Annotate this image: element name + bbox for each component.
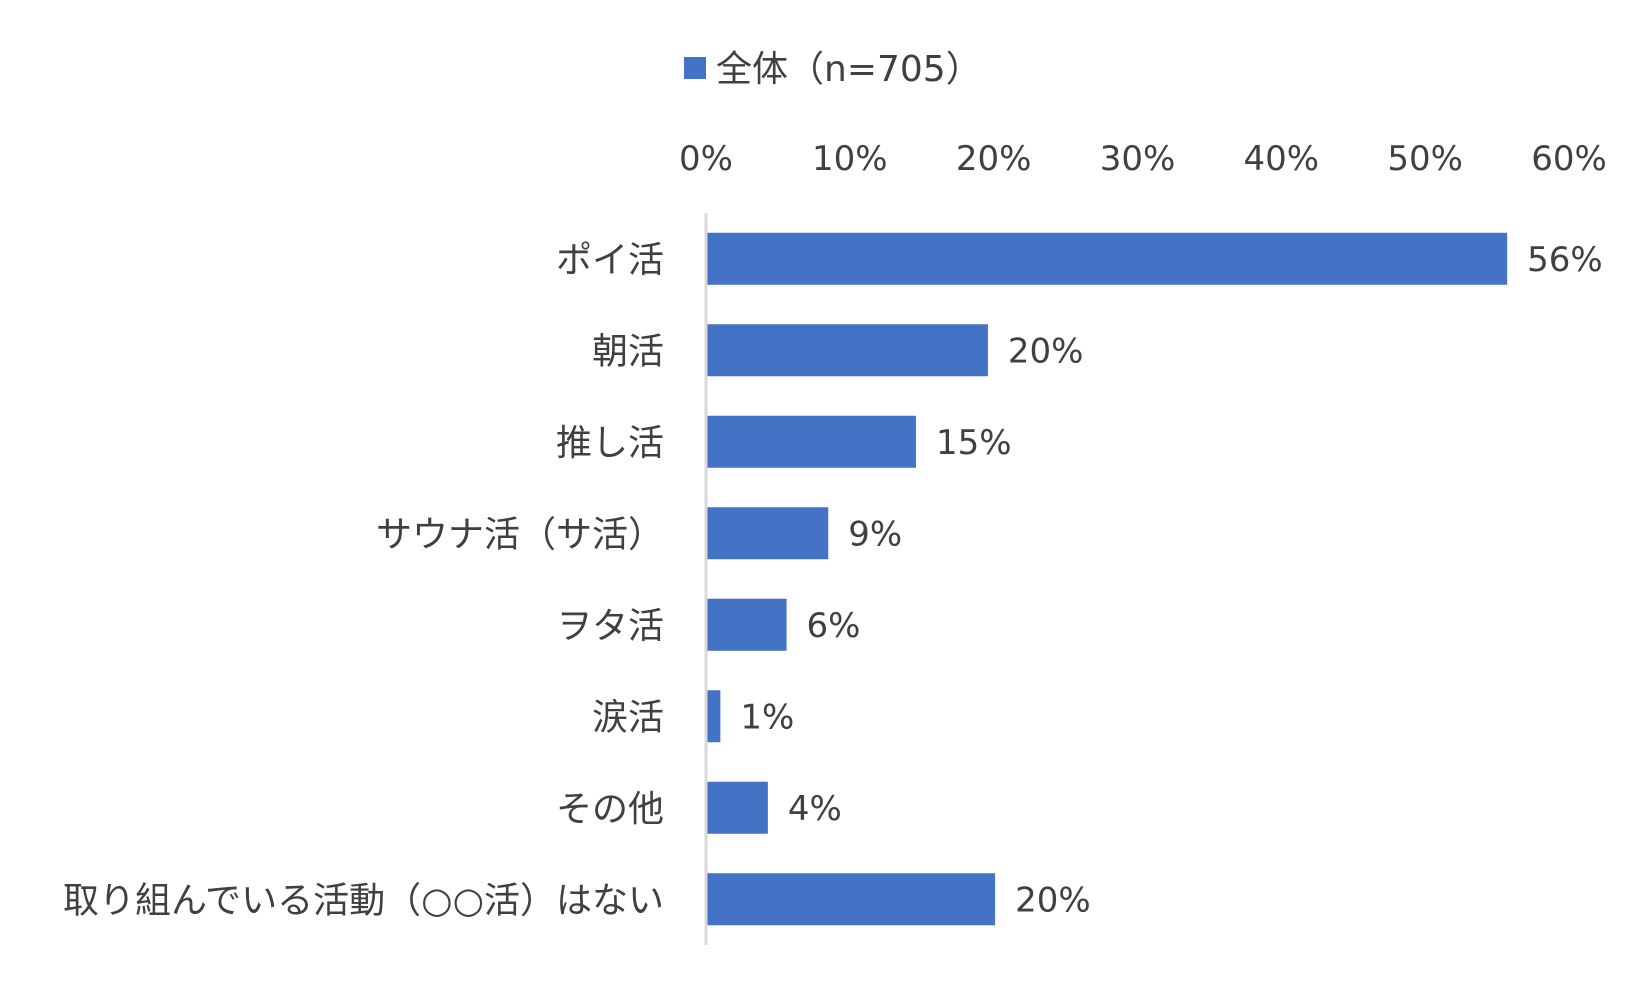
legend: 全体（n=705） [684,49,982,90]
x-tick-label: 30% [1100,139,1176,179]
data-label: 1% [740,697,794,737]
bar [707,598,787,651]
category-label: その他 [556,789,664,830]
category-label: 朝活 [592,331,664,372]
category-label: ポイ活 [556,240,664,281]
bar [707,781,768,834]
x-tick-label: 60% [1531,139,1607,179]
x-tick-label: 50% [1387,139,1463,179]
category-label: サウナ活（サ活） [376,514,664,555]
x-axis: 0% 10% 20% 30% 40% 50% 60% [679,139,1607,945]
category-label: 取り組んでいる活動（○○活）はない [63,880,664,921]
data-labels: 56% 20% 15% 9% 6% 1% 4% 20% [740,240,1602,921]
x-tick-label: 40% [1244,139,1320,179]
category-label: 推し活 [556,423,664,464]
category-label: 涙活 [592,697,664,738]
category-label: ヲタ活 [556,606,664,647]
legend-label: 全体（n=705） [716,49,982,90]
x-tick-label: 20% [956,139,1032,179]
bar [707,324,988,377]
bars [707,232,1508,926]
data-label: 56% [1527,240,1603,280]
data-label: 20% [1015,880,1091,920]
data-label: 15% [936,423,1012,463]
bar [707,232,1508,285]
x-tick-label: 10% [812,139,888,179]
x-tick-label: 0% [679,139,733,179]
bar [707,873,996,926]
legend-swatch [684,57,706,79]
bar [707,690,721,743]
data-label: 6% [807,606,861,646]
data-label: 9% [848,514,902,554]
data-label: 20% [1008,331,1084,371]
bar [707,507,829,560]
bar [707,415,916,468]
data-label: 4% [788,789,842,829]
